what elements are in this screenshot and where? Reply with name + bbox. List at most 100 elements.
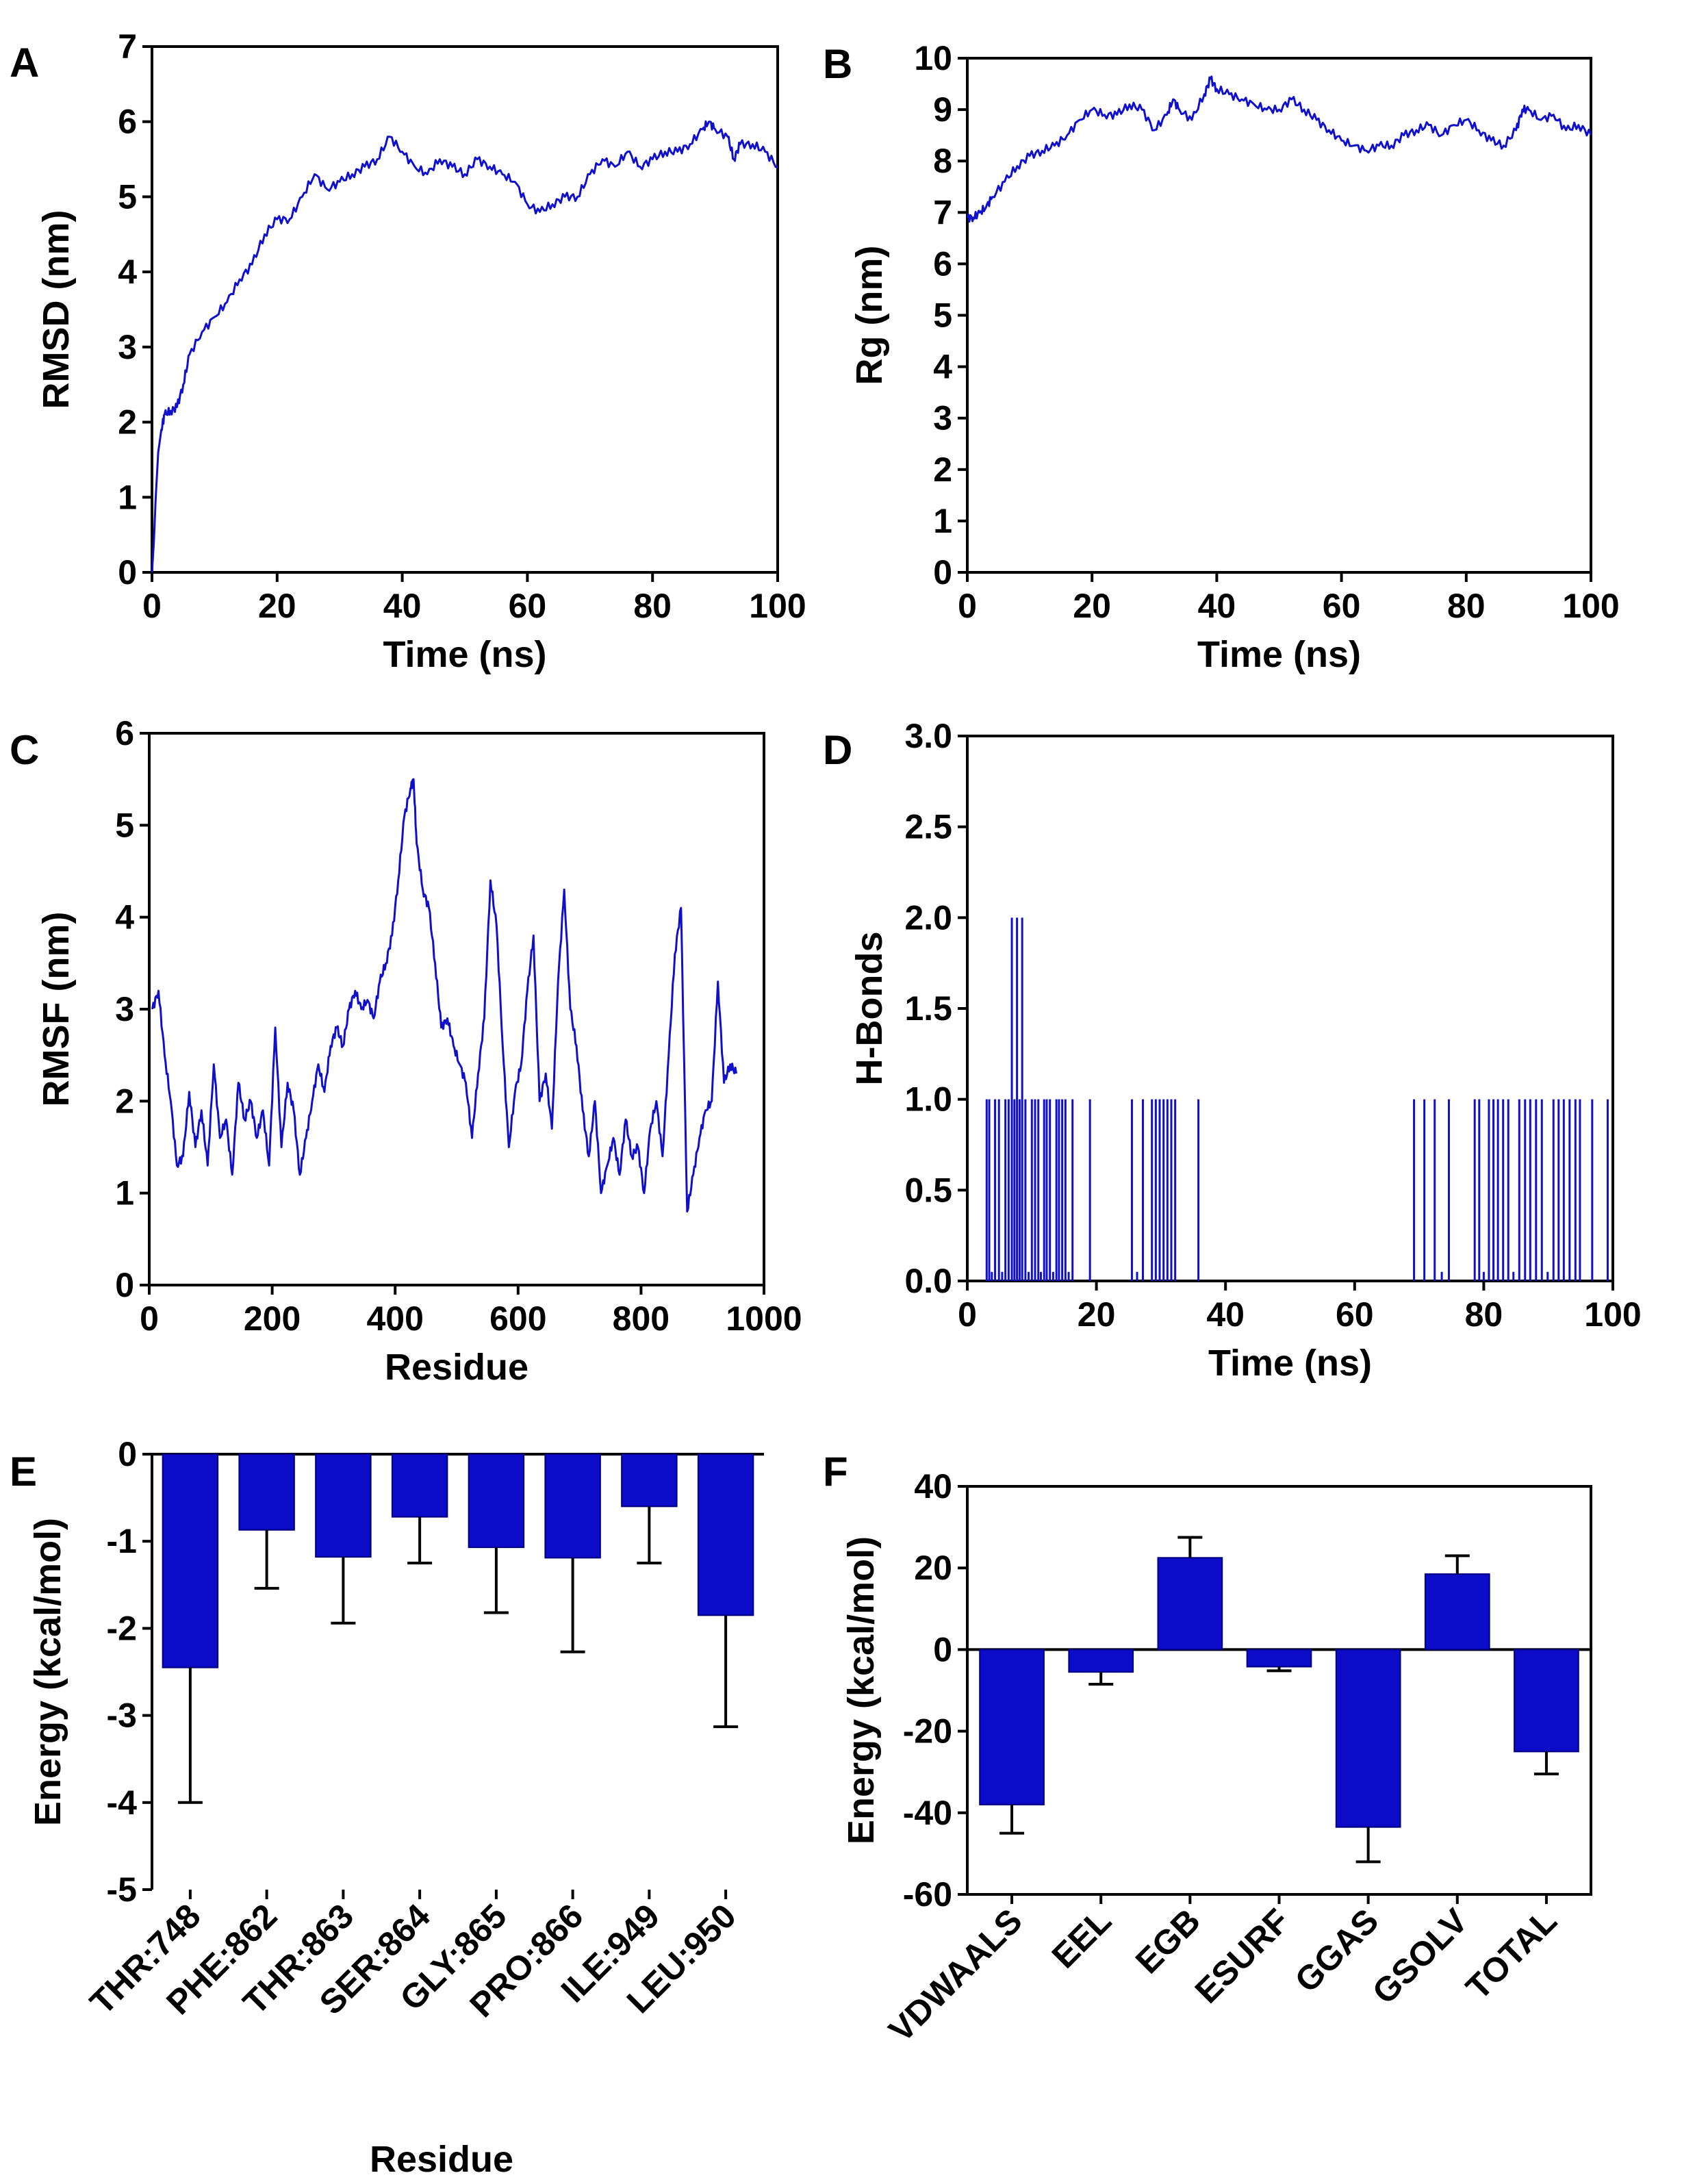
y-tick-label: -5 bbox=[107, 1870, 137, 1909]
y-axis-label: Energy (kcal/mol) bbox=[27, 1518, 68, 1826]
x-tick-label: 0 bbox=[142, 587, 162, 625]
y-tick-label: 6 bbox=[118, 103, 137, 141]
y-tick-label: 3 bbox=[118, 328, 137, 366]
x-tick-label: 600 bbox=[489, 1299, 546, 1338]
y-tick-label: 0.0 bbox=[904, 1262, 952, 1300]
x-tick-label: 1000 bbox=[726, 1299, 802, 1338]
y-tick-label: 0 bbox=[115, 1266, 134, 1304]
y-tick-label: 1.5 bbox=[904, 989, 952, 1028]
y-tick-label: 20 bbox=[914, 1549, 952, 1587]
y-tick-label: 5 bbox=[115, 806, 134, 844]
x-tick-label: 40 bbox=[383, 587, 422, 625]
y-tick-label: 2 bbox=[933, 450, 952, 489]
x-axis-label: Time (ns) bbox=[1208, 1343, 1372, 1384]
plot-frame bbox=[151, 45, 779, 574]
plot-frame bbox=[966, 735, 1614, 1282]
y-axis-label: RMSF (nm) bbox=[36, 912, 77, 1107]
bar-total bbox=[1514, 1649, 1579, 1753]
y-tick-label: -2 bbox=[107, 1609, 137, 1647]
y-tick-label: -1 bbox=[107, 1522, 137, 1560]
bar-ile-949 bbox=[621, 1453, 678, 1508]
panel-letter: A bbox=[10, 40, 39, 86]
x-tick-label: 100 bbox=[749, 587, 806, 625]
x-tick-label: 200 bbox=[244, 1299, 301, 1338]
bar-phe-862 bbox=[238, 1453, 295, 1531]
bar-egb bbox=[1157, 1557, 1223, 1651]
y-tick-label: 10 bbox=[914, 39, 952, 77]
x-tick-label: 20 bbox=[1073, 587, 1111, 625]
x-tick-label: 0 bbox=[958, 1295, 977, 1334]
y-tick-label: -40 bbox=[903, 1794, 952, 1832]
x-tick-label: 100 bbox=[1562, 587, 1619, 625]
y-tick-label: 3 bbox=[115, 990, 134, 1028]
y-tick-label: 0.5 bbox=[904, 1171, 952, 1209]
y-axis-label: Rg (nm) bbox=[849, 246, 890, 385]
y-tick-label: -60 bbox=[903, 1875, 952, 1914]
y-tick-label: 4 bbox=[115, 898, 134, 937]
y-tick-label: 1.0 bbox=[904, 1080, 952, 1119]
y-tick-label: -20 bbox=[903, 1712, 952, 1751]
y-tick-label: 1 bbox=[933, 502, 952, 540]
bar-pro-866 bbox=[544, 1453, 601, 1559]
x-axis-label: Time (ns) bbox=[1197, 634, 1361, 675]
y-tick-label: -4 bbox=[107, 1783, 138, 1822]
panel-b: B 0 1 2 3 4 5 6 7 8 9 10 Rg (nm) 0 20 40 60 80 100 Time (ns… bbox=[823, 39, 1620, 675]
x-tick-label: GSOLV bbox=[1365, 1901, 1475, 2011]
x-tick-label: 40 bbox=[1198, 587, 1236, 625]
bar-ser-864 bbox=[391, 1453, 448, 1518]
y-tick-label: 1 bbox=[118, 478, 137, 516]
y-tick-label: 3.0 bbox=[904, 717, 952, 755]
y-tick-label: 7 bbox=[118, 27, 137, 66]
plot-frame bbox=[966, 1485, 1592, 1896]
bar-thr-863 bbox=[315, 1453, 372, 1558]
x-axis-label: Time (ns) bbox=[383, 634, 546, 675]
y-tick-label: 40 bbox=[914, 1467, 952, 1506]
y-tick-label: 2.0 bbox=[904, 898, 952, 937]
y-tick-label: 1 bbox=[115, 1174, 134, 1212]
x-tick-label: 400 bbox=[366, 1299, 423, 1338]
bar-gsolv bbox=[1424, 1573, 1490, 1651]
y-tick-label: 0 bbox=[933, 1630, 952, 1668]
y-tick-label: 4 bbox=[118, 253, 137, 291]
y-tick-label: 9 bbox=[933, 90, 952, 129]
bar-ggas bbox=[1335, 1649, 1401, 1828]
y-tick-label: -3 bbox=[107, 1697, 137, 1735]
series-line-a bbox=[151, 120, 778, 573]
y-tick-label: 0 bbox=[933, 553, 952, 592]
x-tick-label: 80 bbox=[1447, 587, 1486, 625]
x-tick-label: 20 bbox=[258, 587, 296, 625]
x-axis-label: Residue bbox=[370, 2139, 513, 2180]
y-tick-label: 5 bbox=[118, 177, 137, 216]
panel-c: C 0 1 2 3 4 5 6 RMSF (nm) 0 200 400 600 800 1000 Residu… bbox=[10, 714, 802, 1388]
x-tick-label: 20 bbox=[1078, 1295, 1116, 1334]
y-tick-label: 2 bbox=[115, 1082, 134, 1120]
panel-letter: F bbox=[823, 1449, 848, 1495]
bar-esurf bbox=[1246, 1649, 1312, 1668]
y-tick-label: 8 bbox=[933, 142, 952, 180]
bar-thr-748 bbox=[162, 1453, 219, 1668]
panel-d: D 0.0 0.5 1.0 1.5 2.0 2.5 3.0 H-Bonds 0 20 40 60 80 10… bbox=[823, 717, 1642, 1384]
panel-letter: D bbox=[823, 727, 852, 773]
x-tick-label: 40 bbox=[1206, 1295, 1245, 1334]
x-tick-label: 80 bbox=[1465, 1295, 1503, 1334]
x-tick-label: EEL bbox=[1045, 1901, 1119, 1975]
x-tick-label: VDWAALS bbox=[881, 1901, 1029, 2049]
y-tick-label: 2 bbox=[118, 403, 137, 442]
x-tick-label: 800 bbox=[613, 1299, 670, 1338]
bar-vdwaals bbox=[979, 1649, 1045, 1805]
y-tick-label: 3 bbox=[933, 399, 952, 437]
panel-letter: C bbox=[10, 727, 39, 773]
x-tick-label: 80 bbox=[633, 587, 672, 625]
y-tick-label: 5 bbox=[933, 296, 952, 335]
y-tick-label: 6 bbox=[933, 244, 952, 283]
series-line-c bbox=[151, 778, 738, 1212]
y-tick-label: 7 bbox=[933, 193, 952, 231]
plot-frame bbox=[966, 57, 1592, 574]
x-axis-label: Residue bbox=[385, 1347, 528, 1388]
y-axis-label: H-Bonds bbox=[849, 932, 890, 1086]
y-tick-label: 0 bbox=[118, 1435, 137, 1473]
x-tick-label: ESURF bbox=[1188, 1901, 1297, 2010]
y-tick-label: 6 bbox=[115, 714, 134, 752]
